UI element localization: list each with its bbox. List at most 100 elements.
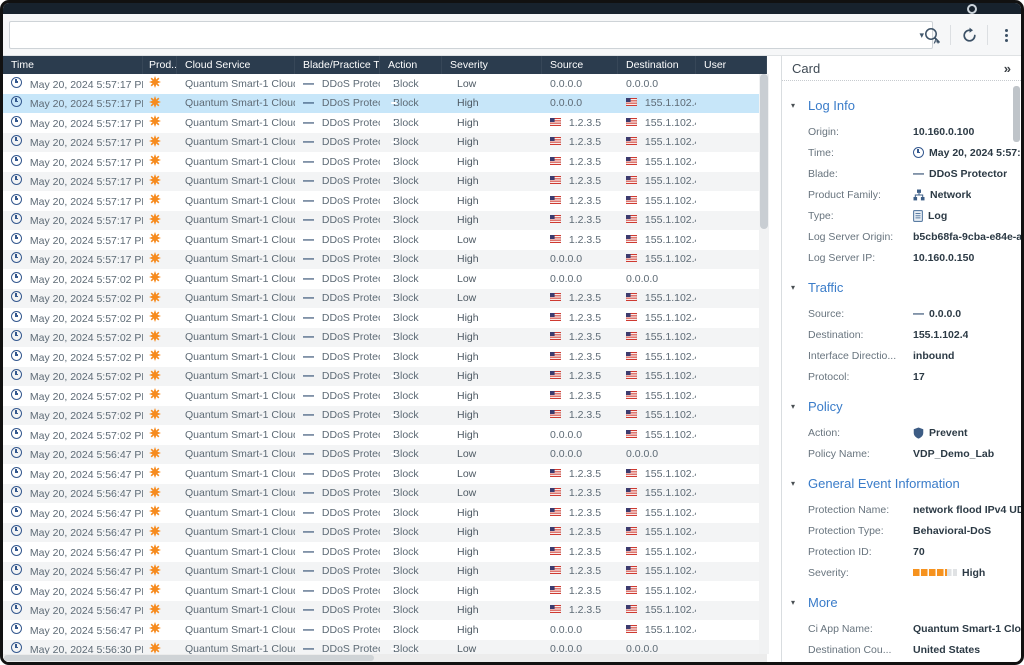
table-horizontal-scrollbar[interactable]	[3, 654, 767, 662]
table-row[interactable]: May 20, 2024 5:57:17 PM Quantum Smart-1 …	[3, 250, 767, 270]
table-row[interactable]: May 20, 2024 5:57:17 PM Quantum Smart-1 …	[3, 172, 767, 192]
table-row[interactable]: May 20, 2024 5:57:02 PM Quantum Smart-1 …	[3, 328, 767, 348]
dash-icon: —	[913, 168, 924, 180]
table-row[interactable]: May 20, 2024 5:56:47 PM Quantum Smart-1 …	[3, 601, 767, 621]
card-scrollbar-thumb[interactable]	[1013, 86, 1020, 142]
table-row[interactable]: May 20, 2024 5:57:17 PM Quantum Smart-1 …	[3, 94, 767, 114]
table-row[interactable]: May 20, 2024 5:56:47 PM Quantum Smart-1 …	[3, 620, 767, 640]
blade-dash-icon: —	[303, 312, 314, 324]
destination-ip: 155.1.102.4	[645, 429, 696, 441]
column-header-action[interactable]: Action	[380, 56, 442, 74]
column-header-source[interactable]: Source	[542, 56, 618, 74]
table-row[interactable]: May 20, 2024 5:57:02 PM Quantum Smart-1 …	[3, 289, 767, 309]
table-row[interactable]: May 20, 2024 5:56:47 PM Quantum Smart-1 …	[3, 542, 767, 562]
source-ip: 1.2.3.5	[569, 234, 601, 246]
table-row[interactable]: May 20, 2024 5:57:02 PM Quantum Smart-1 …	[3, 425, 767, 445]
user-avatar-icon[interactable]	[967, 4, 977, 14]
blade-dash-icon: —	[303, 624, 314, 636]
severity-label: Low	[457, 292, 476, 304]
table-row[interactable]: May 20, 2024 5:57:17 PM Quantum Smart-1 …	[3, 211, 767, 231]
us-flag-icon	[626, 604, 637, 616]
table-row[interactable]: May 20, 2024 5:56:47 PM Quantum Smart-1 …	[3, 562, 767, 582]
table-row[interactable]: May 20, 2024 5:57:02 PM Quantum Smart-1 …	[3, 386, 767, 406]
card-field-label: Policy Name:	[808, 448, 913, 460]
card-field-row: Destination Cou... United States	[782, 639, 1021, 660]
scrollbar-thumb[interactable]	[4, 655, 374, 661]
log-time: May 20, 2024 5:57:17 PM	[30, 215, 143, 227]
table-row[interactable]: May 20, 2024 5:56:47 PM Quantum Smart-1 …	[3, 484, 767, 504]
us-flag-icon	[626, 370, 637, 382]
column-header-severity[interactable]: Severity	[442, 56, 542, 74]
action-label: Block	[393, 117, 419, 129]
table-row[interactable]: May 20, 2024 5:57:17 PM Quantum Smart-1 …	[3, 133, 767, 153]
column-header-destination[interactable]: Destination	[618, 56, 696, 74]
table-row[interactable]: May 20, 2024 5:56:47 PM Quantum Smart-1 …	[3, 503, 767, 523]
table-row[interactable]: May 20, 2024 5:57:02 PM Quantum Smart-1 …	[3, 308, 767, 328]
card-section-header[interactable]: ▾ Traffic	[782, 280, 1021, 295]
blade-name: DDoS Protector	[322, 468, 380, 480]
action-label: Block	[393, 234, 419, 246]
table-row[interactable]: May 20, 2024 5:57:17 PM Quantum Smart-1 …	[3, 191, 767, 211]
table-row[interactable]: May 20, 2024 5:56:47 PM Quantum Smart-1 …	[3, 523, 767, 543]
blade-name: DDoS Protector	[322, 312, 380, 324]
table-row[interactable]: May 20, 2024 5:57:17 PM Quantum Smart-1 …	[3, 230, 767, 250]
card-field-label: Origin:	[808, 126, 913, 138]
card-field-label: Time:	[808, 147, 913, 159]
table-row[interactable]: May 20, 2024 5:57:17 PM Quantum Smart-1 …	[3, 113, 767, 133]
source-ip: 1.2.3.5	[569, 195, 601, 207]
clock-icon	[11, 428, 22, 439]
column-header-blade[interactable]: Blade/Practice Type	[295, 56, 380, 74]
query-syntax-search-icon[interactable]: A	[921, 24, 943, 46]
quantum-product-icon	[149, 486, 161, 498]
cloud-service: Quantum Smart-1 Cloud	[177, 253, 295, 265]
scrollbar-thumb[interactable]	[760, 74, 768, 229]
table-row[interactable]: May 20, 2024 5:57:02 PM Quantum Smart-1 …	[3, 367, 767, 387]
quantum-product-icon	[149, 388, 161, 400]
collapse-panel-icon[interactable]: »	[1004, 61, 1011, 76]
card-section-header[interactable]: ▾ More	[782, 595, 1021, 610]
table-row[interactable]: May 20, 2024 5:57:02 PM Quantum Smart-1 …	[3, 406, 767, 426]
column-header-user[interactable]: User	[696, 56, 767, 74]
table-row[interactable]: May 20, 2024 5:56:47 PM Quantum Smart-1 …	[3, 581, 767, 601]
card-field-label: Ci App Name:	[808, 623, 913, 635]
table-row[interactable]: May 20, 2024 5:57:17 PM Quantum Smart-1 …	[3, 152, 767, 172]
card-section-header[interactable]: ▾ General Event Information	[782, 476, 1021, 491]
quantum-product-icon	[149, 583, 161, 595]
source-ip: 0.0.0.0	[550, 253, 582, 265]
quantum-product-icon	[149, 408, 161, 420]
more-options-kebab-icon[interactable]	[995, 24, 1017, 46]
us-flag-icon	[626, 507, 637, 519]
blade-name: DDoS Protector	[322, 253, 380, 265]
table-row[interactable]: May 20, 2024 5:56:47 PM Quantum Smart-1 …	[3, 445, 767, 465]
blade-name: DDoS Protector	[322, 97, 380, 109]
card-field-row: Severity: High	[782, 562, 1021, 583]
table-row[interactable]: May 20, 2024 5:56:47 PM Quantum Smart-1 …	[3, 464, 767, 484]
column-header-product[interactable]: Prod...	[143, 56, 177, 74]
cloud-service: Quantum Smart-1 Cloud	[177, 214, 295, 226]
main-content: Time Prod... Cloud Service Blade/Practic…	[3, 56, 1021, 662]
column-header-time[interactable]: Time	[3, 56, 143, 74]
cloud-service: Quantum Smart-1 Cloud	[177, 331, 295, 343]
severity-label: Low	[457, 234, 476, 246]
table-row[interactable]: May 20, 2024 5:57:02 PM Quantum Smart-1 …	[3, 347, 767, 367]
quantum-product-icon	[149, 232, 161, 244]
quantum-product-icon	[149, 642, 161, 654]
card-section-header[interactable]: ▾ Log Info	[782, 98, 1021, 113]
log-time: May 20, 2024 5:56:47 PM	[30, 586, 143, 598]
destination-ip: 155.1.102.4	[645, 370, 696, 382]
column-header-cloud[interactable]: Cloud Service	[177, 56, 295, 74]
us-flag-icon	[626, 624, 637, 636]
card-section-header[interactable]: ▾ Policy	[782, 399, 1021, 414]
refresh-icon[interactable]	[958, 24, 980, 46]
card-field-value: 10.160.0.100	[913, 126, 974, 138]
table-row[interactable]: May 20, 2024 5:57:17 PM Quantum Smart-1 …	[3, 74, 767, 94]
search-input[interactable]	[18, 22, 906, 48]
log-time: May 20, 2024 5:57:17 PM	[30, 157, 143, 169]
card-field-row: Interface Directio... inbound	[782, 345, 1021, 366]
table-row[interactable]: May 20, 2024 5:56:30 PM Quantum Smart-1 …	[3, 640, 767, 655]
card-field-value: Quantum Smart-1 Cloud	[913, 623, 1021, 635]
table-vertical-scrollbar[interactable]	[759, 74, 769, 654]
clock-icon	[11, 408, 22, 419]
action-label: Block	[393, 370, 419, 382]
table-row[interactable]: May 20, 2024 5:57:02 PM Quantum Smart-1 …	[3, 269, 767, 289]
